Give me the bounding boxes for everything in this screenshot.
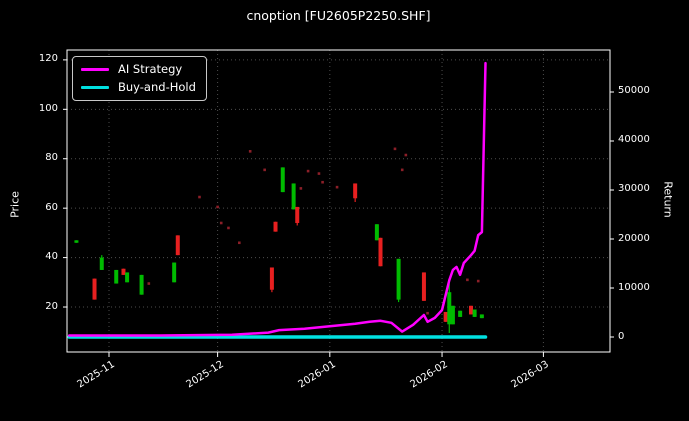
return-tick-label: 30000 [618, 183, 650, 195]
price-tick-label: 20 [45, 300, 58, 312]
axis-spines [66, 49, 611, 353]
legend-item-ai-strategy: AI Strategy [81, 63, 196, 76]
legend-label: AI Strategy [118, 62, 183, 76]
legend-item-buy-and-hold: Buy-and-Hold [81, 81, 196, 94]
price-tick-label: 40 [45, 251, 58, 263]
return-tick-label: 0 [618, 330, 625, 342]
scatter-dots [147, 147, 480, 315]
legend: AI Strategy Buy-and-Hold [72, 56, 207, 101]
axis-ticks [63, 59, 614, 357]
price-tick-label: 120 [38, 53, 58, 65]
chart-title: cnoption [FU2605P2250.SHF] [246, 8, 431, 23]
ai-strategy-line [67, 61, 487, 337]
grid [67, 50, 610, 352]
price-tick-label: 60 [45, 201, 58, 213]
return-tick-label: 40000 [618, 134, 650, 146]
price-tick-label: 100 [38, 102, 58, 114]
legend-label: Buy-and-Hold [118, 80, 196, 94]
price-tick-label: 80 [45, 152, 58, 164]
return-tick-label: 10000 [618, 281, 650, 293]
return-tick-label: 50000 [618, 85, 650, 97]
ai-strategy-line-swatch [81, 68, 109, 71]
candles [74, 167, 484, 333]
return-tick-label: 20000 [618, 232, 650, 244]
buy-and-hold-line-swatch [81, 86, 109, 89]
